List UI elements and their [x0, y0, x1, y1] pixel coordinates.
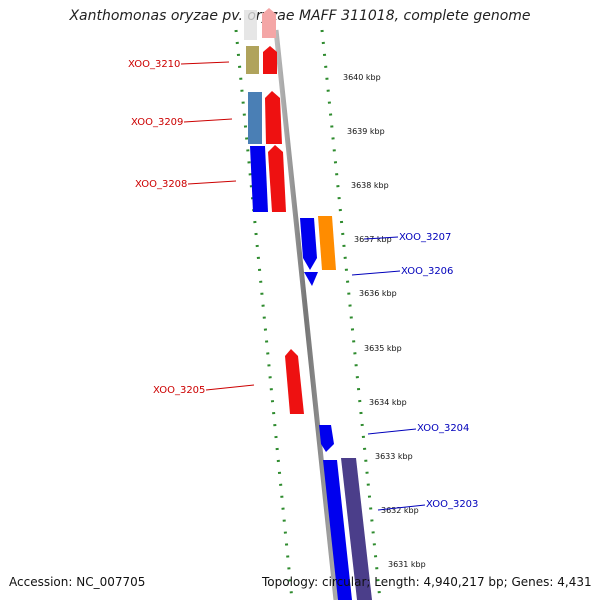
gene-label[interactable]: XOO_3210 — [128, 59, 180, 70]
tick-label: 3636 kbp — [359, 289, 397, 298]
gene-label[interactable]: XOO_3209 — [131, 117, 183, 128]
gene-block[interactable] — [250, 146, 268, 212]
tick-label: 3632 kbp — [381, 506, 419, 515]
gene-arrow[interactable] — [265, 91, 282, 144]
gene-block[interactable] — [246, 46, 259, 74]
gene-arrow[interactable] — [262, 8, 276, 38]
tick-label: 3638 kbp — [351, 181, 389, 190]
genome-title: Xanthomonas oryzae pv. oryzae MAFF 31101… — [69, 8, 531, 24]
gene-block[interactable] — [323, 460, 352, 600]
gene-arrow[interactable] — [304, 272, 318, 286]
gene-label[interactable]: XOO_3208 — [135, 179, 187, 190]
genome-backbone — [273, 29, 339, 600]
gene-label[interactable]: XOO_3203 — [426, 499, 478, 510]
tick-label: 3637 kbp — [354, 235, 392, 244]
genome-summary: Topology: circular; Length: 4,940,217 bp… — [262, 575, 592, 589]
tick-label: 3635 kbp — [364, 344, 402, 353]
gene-arrow[interactable] — [268, 145, 286, 212]
accession-text: Accession: NC_007705 — [9, 575, 146, 589]
tick-label: 3640 kbp — [343, 73, 381, 82]
gene-arrow[interactable] — [263, 46, 277, 74]
gene-label[interactable]: XOO_3204 — [417, 423, 469, 434]
gene-label[interactable]: XOO_3205 — [153, 385, 205, 396]
gene-arrow[interactable] — [285, 349, 304, 414]
label-leaders — [180, 61, 426, 511]
gene-arrow[interactable] — [319, 425, 334, 452]
gene-block[interactable] — [341, 458, 372, 600]
gene-block[interactable] — [318, 216, 336, 270]
tick-label: 3631 kbp — [388, 560, 426, 569]
gene-block[interactable] — [248, 92, 262, 144]
gene-labels: XOO_3210 XOO_3209 XOO_3208 XOO_3207 XOO_… — [128, 59, 478, 510]
tick-label: 3634 kbp — [369, 398, 407, 407]
gene-block[interactable] — [244, 10, 257, 40]
gene-arrow[interactable] — [300, 218, 317, 270]
tick-label: 3633 kbp — [375, 452, 413, 461]
tick-label: 3639 kbp — [347, 127, 385, 136]
gene-label[interactable]: XOO_3207 — [399, 232, 451, 243]
scale-ticks: 3640 kbp 3639 kbp 3638 kbp 3637 kbp 3636… — [343, 73, 426, 569]
gene-label[interactable]: XOO_3206 — [401, 266, 453, 277]
